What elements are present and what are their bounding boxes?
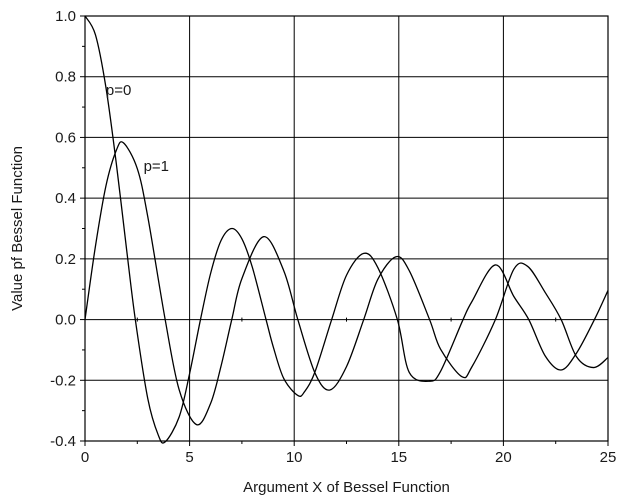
- x-axis-label: Argument X of Bessel Function: [243, 479, 450, 496]
- x-tick-label: 25: [600, 449, 617, 466]
- x-axis-ticks: 0 5 10 15 20 25: [81, 317, 617, 466]
- y-tick-label: 0.8: [55, 69, 76, 86]
- x-tick-label: 0: [81, 449, 89, 466]
- grid: [84, 15, 609, 442]
- y-axis-label: Value pf Bessel Function: [9, 146, 26, 311]
- y-tick-label: 0.4: [55, 190, 76, 207]
- x-tick-label: 10: [286, 449, 303, 466]
- curves: [84, 15, 609, 444]
- series-annotation-p0: p=0: [106, 82, 131, 99]
- x-tick-label: 20: [495, 449, 512, 466]
- x-tick-label: 5: [185, 449, 193, 466]
- x-tick-label: 15: [390, 449, 407, 466]
- series-line-p0: [84, 15, 609, 444]
- y-tick-label: 0.0: [55, 312, 76, 329]
- y-tick-label: 0.6: [55, 129, 76, 146]
- plot-frame: [84, 15, 609, 442]
- y-tick-label: -0.2: [50, 372, 76, 389]
- series-annotation-p1: p=1: [144, 158, 169, 175]
- series-line-p1: [84, 141, 609, 426]
- annotations: p=0 p=1: [106, 82, 169, 175]
- y-tick-label: 1.0: [55, 8, 76, 25]
- y-axis-ticks: -0.4 -0.2 0.0 0.2 0.4 0.6 0.8 1.0: [50, 8, 85, 450]
- y-tick-label: 0.2: [55, 251, 76, 268]
- y-tick-label: -0.4: [50, 433, 76, 450]
